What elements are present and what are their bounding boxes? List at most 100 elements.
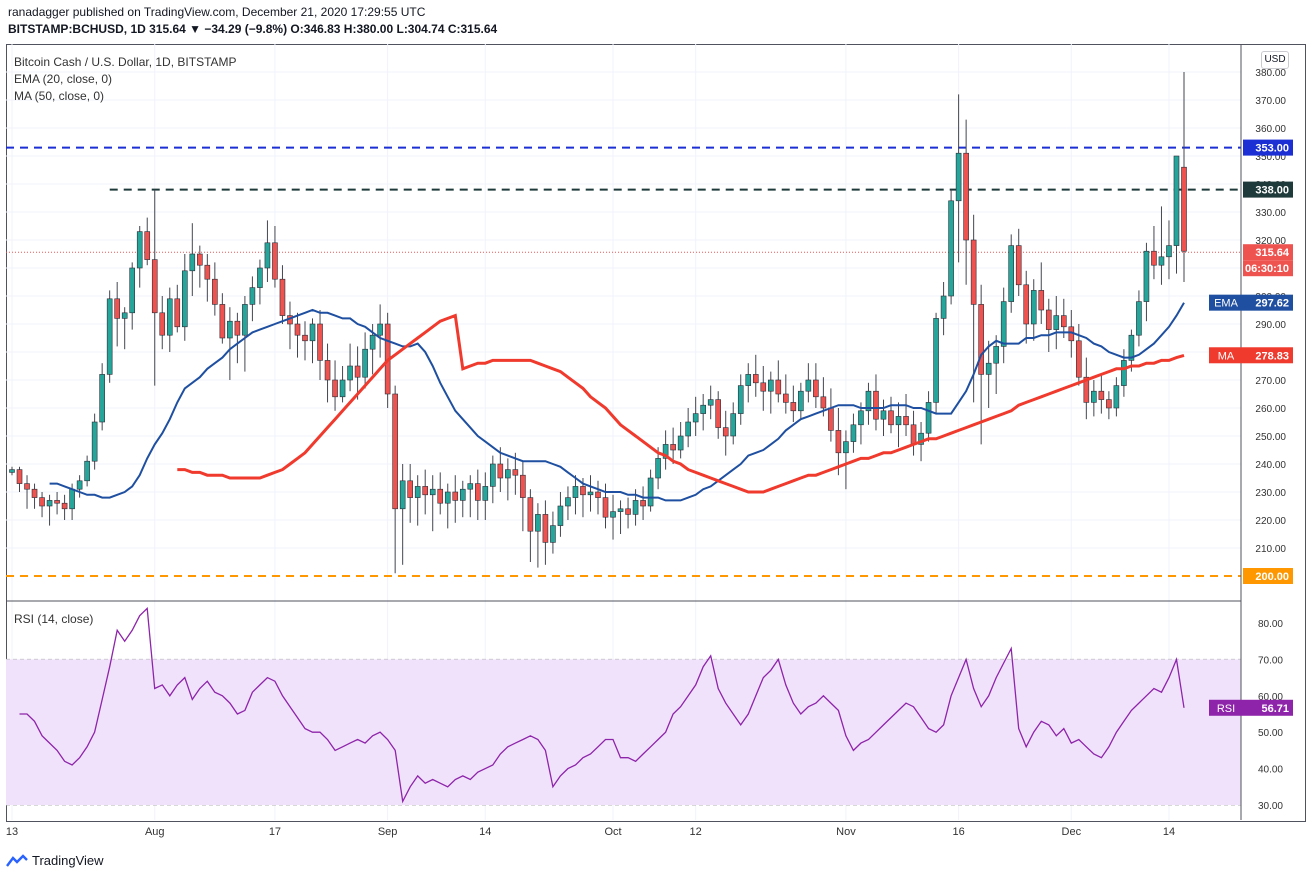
currency-button[interactable]: USD — [1261, 51, 1289, 69]
last-price-label: 315.64 — [1243, 244, 1293, 261]
candle-body — [204, 264, 211, 280]
candle — [294, 312, 301, 358]
candle-body — [662, 444, 669, 459]
candle — [24, 475, 30, 509]
candle — [730, 402, 737, 445]
candle — [264, 220, 271, 282]
candle — [835, 408, 842, 476]
candle-body — [136, 231, 143, 269]
rsi-label-name: RSI — [1217, 703, 1235, 715]
candle-body — [294, 323, 301, 336]
candle — [722, 410, 729, 456]
legend-ma: MA (50, close, 0) — [14, 89, 105, 103]
candle-body — [490, 463, 496, 487]
candle-body — [722, 427, 729, 437]
candle-body — [1038, 290, 1045, 311]
candle — [459, 480, 466, 518]
candle-body — [189, 253, 196, 272]
candle-body — [46, 500, 53, 507]
candle — [737, 374, 744, 425]
candle-body — [482, 486, 489, 501]
candle — [617, 500, 624, 534]
candle-body — [121, 312, 128, 319]
candle — [399, 464, 406, 565]
footer[interactable]: TradingView — [6, 853, 104, 868]
candle-body — [820, 396, 827, 409]
candle-body — [459, 488, 466, 501]
candle — [963, 119, 969, 285]
candle — [865, 382, 872, 425]
candle-body — [61, 502, 68, 510]
candle — [151, 189, 158, 386]
candle-body — [166, 298, 173, 336]
candle-body — [610, 511, 616, 518]
rsi-tick-label: 60.00 — [1258, 692, 1283, 703]
candle — [910, 410, 917, 456]
candle-body — [106, 298, 113, 375]
candle-body — [1113, 385, 1120, 409]
ema-label-name: EMA — [1214, 298, 1239, 310]
countdown-label-text: 06:30:10 — [1245, 263, 1289, 275]
candle — [377, 304, 383, 358]
last-price-label-text: 315.64 — [1255, 247, 1290, 259]
candle — [339, 366, 346, 403]
price-tick-label: 330.00 — [1255, 208, 1286, 219]
candle-body — [798, 390, 804, 412]
candle — [933, 312, 939, 414]
candle-body — [219, 304, 226, 339]
candle-body — [497, 463, 504, 479]
candle — [414, 475, 421, 526]
candle-body — [550, 525, 556, 543]
candle-body — [1143, 250, 1150, 302]
candle — [940, 282, 947, 336]
candle-body — [737, 385, 744, 414]
candle — [1158, 206, 1165, 285]
candle — [437, 472, 444, 515]
candle — [745, 363, 752, 403]
candle-body — [39, 497, 45, 507]
candle-body — [632, 500, 639, 515]
candle-body — [1098, 390, 1105, 400]
candle-body — [227, 320, 233, 339]
candle — [535, 503, 541, 568]
candle — [715, 391, 722, 439]
rsi-tick-label: 50.00 — [1258, 728, 1283, 739]
candle — [99, 363, 105, 431]
candle — [317, 310, 323, 380]
candle — [197, 245, 203, 288]
rsi-tick-label: 80.00 — [1258, 619, 1283, 630]
candle — [1076, 324, 1082, 386]
candle-body — [467, 483, 474, 490]
candle-body — [752, 374, 759, 384]
candle-body — [399, 480, 406, 510]
candle — [234, 312, 241, 364]
candle-body — [354, 365, 361, 378]
rsi-axis: 30.00 40.00 50.00 60.00 70.00 80.00 — [1258, 619, 1283, 812]
candle-body — [647, 477, 654, 507]
candle — [227, 307, 233, 380]
ma-label-name: MA — [1218, 350, 1235, 362]
candle-body — [685, 421, 691, 437]
candle — [978, 284, 984, 445]
candle-body — [888, 410, 894, 426]
countdown-label-bg — [1243, 260, 1293, 277]
candle — [1143, 242, 1150, 322]
candle-body — [1015, 245, 1022, 286]
candle — [700, 394, 706, 431]
candle — [828, 388, 834, 442]
candle-body — [760, 382, 767, 392]
candle — [1113, 377, 1120, 417]
candle-body — [640, 500, 646, 507]
candle — [895, 402, 902, 448]
candle-body — [1128, 334, 1135, 361]
candle-body — [362, 348, 368, 378]
price-tick-label: 380.00 — [1255, 68, 1286, 79]
candle-body — [9, 469, 15, 473]
candle — [76, 475, 83, 498]
candle-body — [655, 458, 661, 479]
candle-body — [948, 200, 954, 297]
time-tick-label: 17 — [269, 826, 281, 838]
tradingview-logo-icon — [6, 853, 28, 868]
candle — [407, 464, 413, 523]
